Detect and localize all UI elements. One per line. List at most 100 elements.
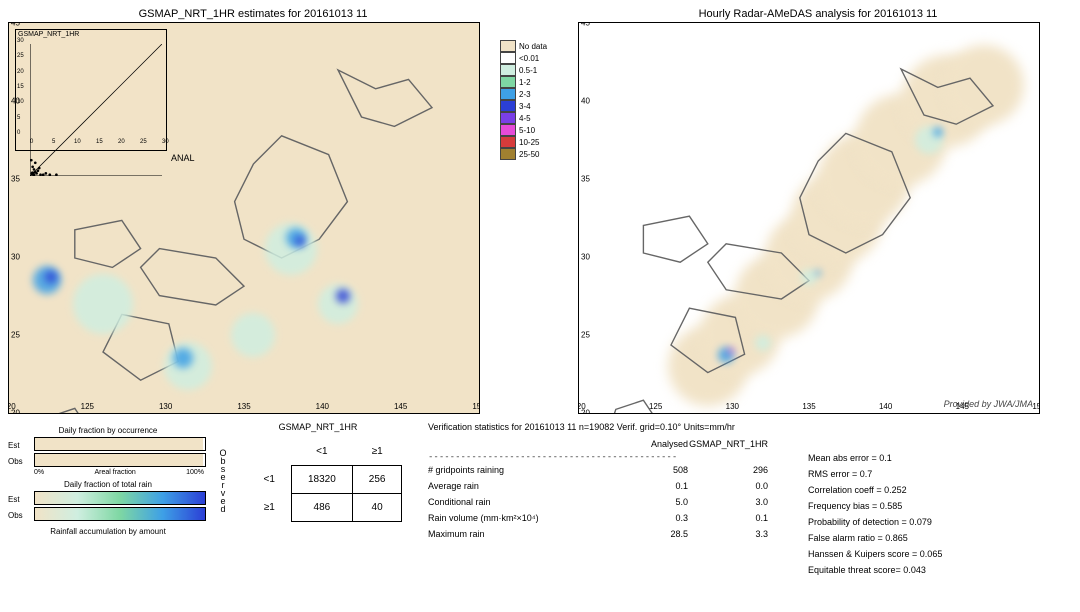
- legend-label: 3-4: [519, 102, 531, 111]
- x-tick: 150: [472, 402, 480, 411]
- obs-label2: Obs: [8, 511, 30, 520]
- legend-label: 10-25: [519, 138, 539, 147]
- inset-y-tick: 25: [17, 53, 24, 59]
- y-tick: 25: [11, 331, 20, 340]
- occ-obs-bar: [34, 453, 206, 467]
- occ-est-bar: [34, 437, 206, 451]
- y-tick: 40: [11, 97, 20, 106]
- inset-title: GSMAP_NRT_1HR: [16, 30, 166, 39]
- stats-v2: 296: [688, 462, 768, 478]
- stats-row: Average rain0.10.0: [428, 478, 808, 494]
- accum-title: Rainfall accumulation by amount: [8, 527, 208, 536]
- legend-item: 2-3: [500, 88, 558, 100]
- stats-row: Conditional rain5.03.0: [428, 494, 808, 510]
- y-tick: 25: [581, 331, 590, 340]
- est-label2: Est: [8, 495, 30, 504]
- est-label: Est: [8, 441, 30, 450]
- stats-row: # gridpoints raining508296: [428, 462, 808, 478]
- stats-v1: 508: [608, 462, 688, 478]
- anal-label: ANAL: [171, 153, 195, 163]
- legend-item: 1-2: [500, 76, 558, 88]
- stats-metric: False alarm ratio = 0.865: [808, 530, 1038, 546]
- stats-metric: Probability of detection = 0.079: [808, 514, 1038, 530]
- legend-label: No data: [519, 42, 547, 51]
- ct-col1: <1: [291, 438, 352, 466]
- legend-swatch: [500, 76, 516, 88]
- contingency-block: GSMAP_NRT_1HR Observed <1 ≥1 <1 18320 25…: [218, 422, 418, 578]
- y-tick: 45: [11, 22, 20, 28]
- stats-label: Rain volume (mm·km²×10⁴): [428, 510, 608, 526]
- x-tick: 145: [394, 402, 407, 411]
- y-tick: 45: [581, 22, 590, 28]
- right-map: Provided by JWA/JMA 12012513013514014515…: [578, 22, 1040, 414]
- x-tick: 130: [159, 402, 172, 411]
- rain-blob: [755, 335, 771, 351]
- ct-row2: ≥1: [248, 494, 292, 522]
- legend-item: 25-50: [500, 148, 558, 160]
- legend-item: 10-25: [500, 136, 558, 148]
- stats-v2: 3.0: [688, 494, 768, 510]
- inset-y-tick: 30: [17, 38, 24, 44]
- legend-label: 0.5-1: [519, 66, 537, 75]
- x-tick: 145: [956, 402, 969, 411]
- legend-item: 5-10: [500, 124, 558, 136]
- inset-y-ticks: 051015202530: [17, 44, 29, 136]
- right-map-title: Hourly Radar-AMeDAS analysis for 2016101…: [578, 8, 1058, 20]
- occ-title: Daily fraction by occurrence: [8, 426, 208, 435]
- stats-left-col: Analysed GSMAP_NRT_1HR -----------------…: [428, 436, 808, 578]
- dashline: ----------------------------------------…: [428, 452, 808, 462]
- legend-swatch: [500, 64, 516, 76]
- x-tick: 135: [237, 402, 250, 411]
- x-tick: 130: [726, 402, 739, 411]
- inset-x-tick: 10: [74, 139, 81, 145]
- stats-v1: 0.1: [608, 478, 688, 494]
- y-tick: 20: [581, 409, 590, 415]
- stats-metric: RMS error = 0.7: [808, 466, 1038, 482]
- legend-label: 2-3: [519, 90, 531, 99]
- stats-metric: Frequency bias = 0.585: [808, 498, 1038, 514]
- col-analysed: Analysed: [608, 436, 688, 452]
- inset-scatter: [30, 44, 162, 176]
- stats-label: Conditional rain: [428, 494, 608, 510]
- stats-v1: 0.3: [608, 510, 688, 526]
- observed-axis-label: Observed: [218, 448, 228, 512]
- axis-max: 100%: [186, 469, 204, 476]
- stats-row: Rain volume (mm·km²×10⁴)0.30.1: [428, 510, 808, 526]
- left-map: GSMAP_NRT_1HR 051015202530 051015202530: [8, 22, 480, 414]
- rain-blob: [336, 289, 350, 303]
- inset-x-tick: 5: [52, 139, 55, 145]
- rain-title: Daily fraction of total rain: [8, 480, 208, 489]
- scatter-inset: GSMAP_NRT_1HR 051015202530 051015202530: [15, 29, 167, 151]
- y-tick: 30: [11, 253, 20, 262]
- y-tick: 40: [581, 97, 590, 106]
- legend-swatch: [500, 124, 516, 136]
- ct-cell-01: 256: [352, 466, 402, 494]
- rain-est-bar: [34, 491, 206, 505]
- legend-label: 5-10: [519, 126, 535, 135]
- stats-v2: 3.3: [688, 526, 768, 542]
- stats-v1: 28.5: [608, 526, 688, 542]
- legend-swatch: [500, 88, 516, 100]
- inset-y-tick: 20: [17, 69, 24, 75]
- ct-col2: ≥1: [352, 438, 402, 466]
- legend-item: <0.01: [500, 52, 558, 64]
- stats-metric: Equitable threat score= 0.043: [808, 562, 1038, 578]
- stats-label: Average rain: [428, 478, 608, 494]
- inset-x-ticks: 051015202530: [30, 139, 162, 149]
- stats-v2: 0.0: [688, 478, 768, 494]
- rain-blob: [45, 271, 57, 283]
- ct-cell-10: 486: [291, 494, 352, 522]
- x-tick: 125: [649, 402, 662, 411]
- stats-v2: 0.1: [688, 510, 768, 526]
- legend-label: <0.01: [519, 54, 539, 63]
- y-tick: 30: [581, 253, 590, 262]
- x-tick: 125: [81, 402, 94, 411]
- legend-item: 4-5: [500, 112, 558, 124]
- obs-label: Obs: [8, 457, 30, 466]
- fraction-bars: Daily fraction by occurrence Est Obs 0% …: [8, 422, 208, 578]
- y-tick: 35: [581, 175, 590, 184]
- contingency-table: <1 ≥1 <1 18320 256 ≥1 486 40: [248, 438, 403, 522]
- stats-header: Verification statistics for 20161013 11 …: [428, 422, 1072, 432]
- inset-x-tick: 0: [30, 139, 33, 145]
- rain-blob: [933, 127, 943, 137]
